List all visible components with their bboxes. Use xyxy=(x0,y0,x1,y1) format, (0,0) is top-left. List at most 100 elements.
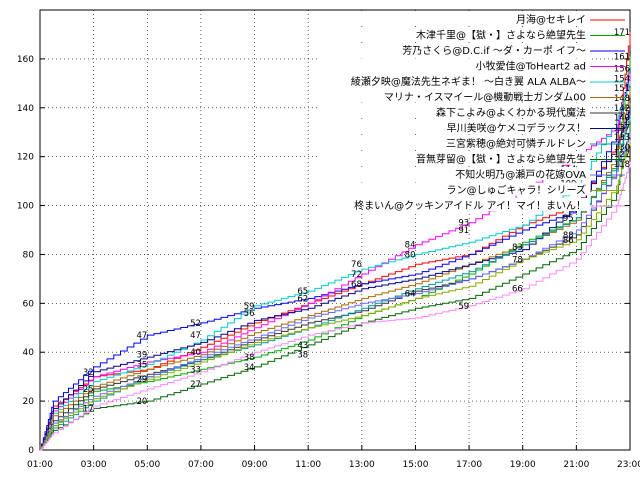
legend-bg xyxy=(320,27,590,41)
data-label: 133 xyxy=(614,133,630,143)
legend-label: 三宮紫穂@絶対可憐チルドレン xyxy=(446,137,586,150)
legend-label: 月海@セキレイ xyxy=(516,13,586,26)
data-label: 118 xyxy=(614,160,630,170)
axis-ticks: 0 20 40 60 80 100 120 140 160 01:00 03:00 05:00 07:0… xyxy=(17,55,640,470)
y-tick-label: 60 xyxy=(23,299,35,309)
data-label: 161 xyxy=(614,52,630,62)
data-label: 59 xyxy=(458,302,469,312)
data-label: 17 xyxy=(83,404,94,414)
data-label: 47 xyxy=(136,331,147,341)
y-tick-label: 20 xyxy=(23,397,35,407)
legend-label: 芳乃さくら@D.C.if ～ダ・カーポ イフ～ xyxy=(402,44,586,57)
data-label: 127 xyxy=(614,150,630,160)
data-label: 43 xyxy=(297,341,308,351)
data-label: 47 xyxy=(190,331,201,341)
data-label: 171 xyxy=(614,28,630,38)
legend-bg xyxy=(320,120,590,134)
legend-bg xyxy=(320,74,590,87)
data-label: 80 xyxy=(405,250,416,260)
x-tick-label: 03:00 xyxy=(81,460,107,470)
x-tick-label: 15:00 xyxy=(402,460,428,470)
y-tick-label: 160 xyxy=(17,55,34,65)
legend-label: 綾瀬夕映@魔法先生ネギま！ ～白き翼 ALA ALBA～ xyxy=(351,75,586,88)
data-label: 91 xyxy=(458,226,469,236)
legend-label: 音無芽留@【獄・】さよなら絶望先生 xyxy=(416,153,586,166)
y-tick-label: 100 xyxy=(17,202,34,212)
legend-bg xyxy=(320,136,590,149)
data-label: 86 xyxy=(563,236,574,246)
x-tick-label: 21:00 xyxy=(563,460,589,470)
data-label: 95 xyxy=(563,214,574,224)
legend-label: 柊まいん@クッキンアイドル アイ！マイ！まいん！ xyxy=(354,199,586,212)
y-tick-label: 120 xyxy=(17,153,34,163)
data-label: 38 xyxy=(244,353,255,363)
legend-bg xyxy=(320,151,590,165)
legend-bg xyxy=(320,198,590,211)
series-line-12 xyxy=(40,161,631,451)
data-label: 130 xyxy=(614,143,630,153)
y-tick-label: 0 xyxy=(28,446,34,456)
data-label: 93 xyxy=(458,219,469,229)
series-line-10 xyxy=(40,132,631,451)
data-label: 33 xyxy=(190,365,201,375)
data-label: 52 xyxy=(190,319,201,329)
data-label: 32 xyxy=(83,368,94,378)
data-label: 88 xyxy=(563,231,574,241)
x-tick-label: 09:00 xyxy=(242,460,268,470)
data-label: 151 xyxy=(614,84,630,94)
legend-label: マリナ・イスマイール@機動戦士ガンダム00 xyxy=(384,91,586,104)
data-label: 142 xyxy=(614,104,630,114)
y-tick-label: 140 xyxy=(17,104,34,114)
legend-bg xyxy=(320,43,590,56)
data-label: 78 xyxy=(512,255,523,265)
x-tick-label: 11:00 xyxy=(295,460,321,470)
data-label: 140 xyxy=(614,114,630,124)
data-label: 83 xyxy=(512,243,523,253)
data-label: 148 xyxy=(614,94,630,104)
legend-label: 小牧愛佳@ToHeart2 ad xyxy=(476,60,586,73)
x-tick-label: 05:00 xyxy=(134,460,160,470)
data-label: 156 xyxy=(614,65,630,75)
x-tick-label: 23:00 xyxy=(617,460,640,470)
data-label: 154 xyxy=(614,74,630,84)
data-label: 62 xyxy=(297,294,308,304)
data-label: 59 xyxy=(244,302,255,312)
data-label: 39 xyxy=(136,351,147,361)
x-tick-label: 01:00 xyxy=(27,460,53,470)
legend-bg xyxy=(320,167,590,180)
data-label: 68 xyxy=(351,280,362,290)
y-tick-label: 80 xyxy=(23,250,35,260)
legend-bg xyxy=(320,182,590,196)
legend-label: ラン@しゅごキャラ！シリーズ xyxy=(447,184,587,197)
data-label: 27 xyxy=(190,380,201,390)
data-label: 29 xyxy=(136,375,147,385)
x-tick-label: 07:00 xyxy=(188,460,214,470)
data-label: 20 xyxy=(136,397,147,407)
legend-bg xyxy=(320,58,590,72)
legend-bg xyxy=(320,89,590,103)
y-tick-label: 40 xyxy=(23,348,35,358)
legend-label: 早川美咲@ケメコデラックス！ xyxy=(447,122,586,135)
data-label: 25 xyxy=(83,385,94,395)
data-label: 84 xyxy=(405,241,416,251)
data-label: 34 xyxy=(244,363,255,373)
series-line-8 xyxy=(40,115,631,451)
x-tick-label: 17:00 xyxy=(456,460,482,470)
series-line-6 xyxy=(40,102,631,451)
series-line-7 xyxy=(40,107,631,451)
data-label: 35 xyxy=(136,360,147,370)
data-label: 65 xyxy=(297,287,308,297)
series-lines xyxy=(40,32,631,451)
data-label: 66 xyxy=(512,285,523,295)
data-label: 40 xyxy=(190,348,201,358)
x-tick-label: 13:00 xyxy=(349,460,375,470)
data-label: 56 xyxy=(244,309,255,319)
series-line-11 xyxy=(40,139,631,451)
legend-bg xyxy=(320,105,590,118)
series-line-9 xyxy=(40,124,631,451)
series-line-5 xyxy=(40,88,631,451)
data-label: 64 xyxy=(405,290,416,300)
legend-label: 木津千里@【獄・】さよなら絶望先生 xyxy=(416,29,586,42)
